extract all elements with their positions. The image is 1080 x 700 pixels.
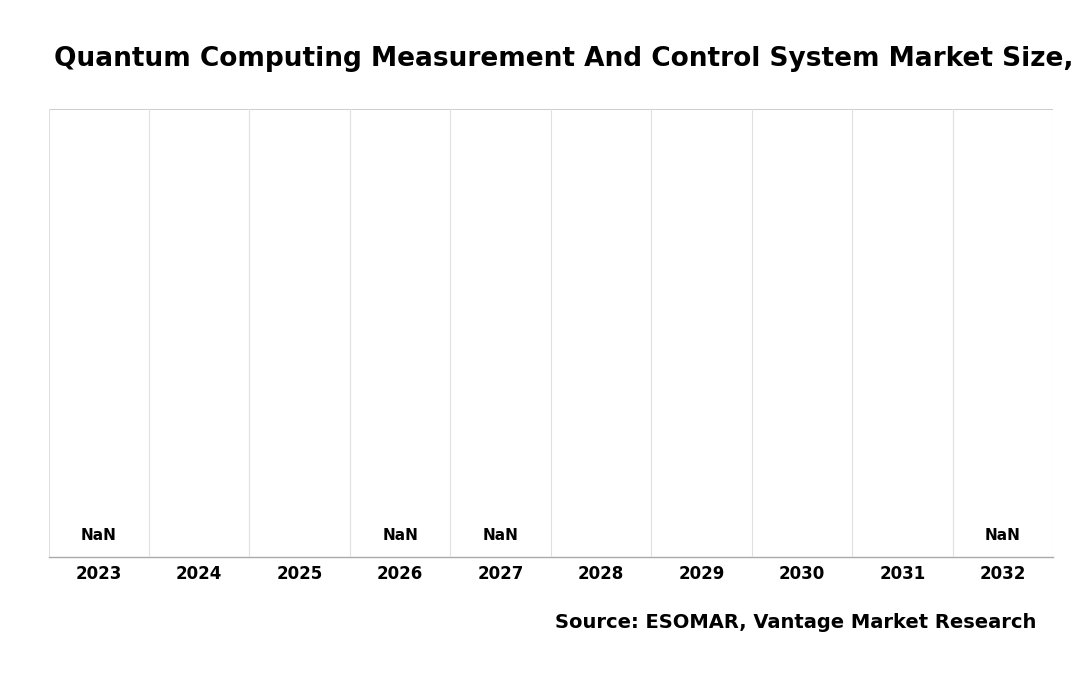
Bar <box>752 108 852 556</box>
Bar <box>651 108 752 556</box>
Text: Source: ESOMAR, Vantage Market Research: Source: ESOMAR, Vantage Market Research <box>555 612 1037 631</box>
Bar <box>350 108 450 556</box>
Text: NaN: NaN <box>382 528 418 543</box>
Text: NaN: NaN <box>483 528 518 543</box>
Bar <box>149 108 249 556</box>
Bar <box>249 108 350 556</box>
Text: NaN: NaN <box>985 528 1021 543</box>
Bar <box>551 108 651 556</box>
Bar <box>49 108 149 556</box>
Text: NaN: NaN <box>81 528 117 543</box>
Bar <box>953 108 1053 556</box>
Bar <box>450 108 551 556</box>
Text: Quantum Computing Measurement And Control System Market Size, 2023 To 2032 (USD : Quantum Computing Measurement And Contro… <box>54 46 1080 71</box>
Bar <box>852 108 953 556</box>
